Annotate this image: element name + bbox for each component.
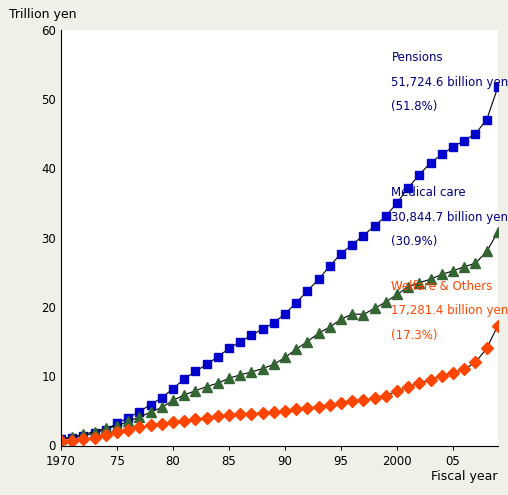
Text: Pensions: Pensions (392, 51, 443, 64)
Text: Medical care: Medical care (392, 187, 466, 199)
Text: Welfare & Others: Welfare & Others (392, 280, 493, 293)
X-axis label: Fiscal year: Fiscal year (431, 470, 498, 483)
Text: (17.3%): (17.3%) (392, 329, 438, 342)
Text: (30.9%): (30.9%) (392, 235, 438, 248)
Text: 51,724.6 billion yen: 51,724.6 billion yen (392, 76, 508, 89)
Y-axis label: Trillion yen: Trillion yen (9, 8, 76, 21)
Text: 17,281.4 billion yen: 17,281.4 billion yen (392, 304, 508, 317)
Text: (51.8%): (51.8%) (392, 100, 438, 113)
Text: 30,844.7 billion yen: 30,844.7 billion yen (392, 211, 508, 224)
